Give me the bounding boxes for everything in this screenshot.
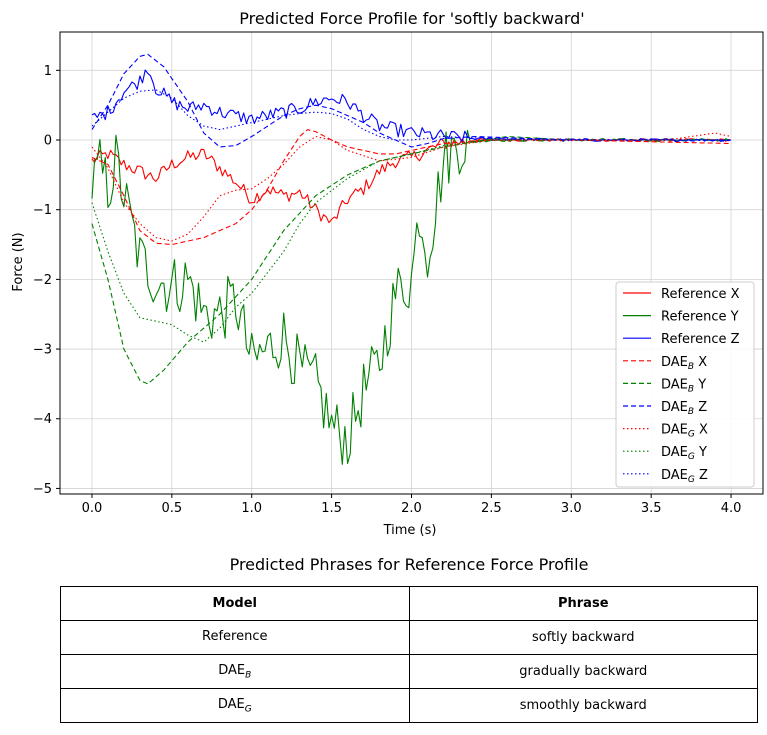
x-tick-label: 0.5	[161, 501, 182, 516]
legend-label: DAEG Y	[661, 445, 707, 462]
y-axis-label: Force (N)	[11, 232, 26, 291]
legend-label: DAEG Z	[661, 468, 708, 485]
x-tick-label: 4.0	[721, 501, 742, 516]
force-profile-chart: Predicted Force Profile for 'softly back…	[11, 9, 764, 538]
model-cell: Reference	[60, 620, 410, 655]
table-row: DAEG smoothly backward	[60, 688, 758, 723]
series-line	[91, 89, 731, 141]
model-cell: DAEG	[60, 688, 410, 723]
x-tick-label: 0.0	[82, 501, 103, 516]
chart-title: Predicted Force Profile for 'softly back…	[239, 9, 584, 28]
y-tick-label: −1	[33, 203, 52, 218]
legend-label: Reference Z	[661, 332, 740, 347]
legend-label: Reference Y	[661, 310, 739, 325]
x-tick-label: 2.5	[481, 501, 502, 516]
x-axis-label: Time (s)	[383, 523, 437, 538]
series-lines	[91, 53, 732, 465]
axis-ticks: 0.0 0.5 1.0 1.5 2.0 2.5 3.0 3.5 4.0 1 0 −1 −2 −3 −4 −5	[33, 64, 742, 516]
predicted-phrases-table: Model Phrase Reference softly backward D…	[60, 586, 758, 723]
x-tick-label: 1.5	[321, 501, 342, 516]
legend-label: DAEG X	[661, 423, 708, 440]
series-line	[91, 132, 732, 242]
phrase-cell: softly backward	[408, 620, 758, 655]
x-tick-label: 3.0	[561, 501, 582, 516]
model-name: DAE	[217, 696, 245, 712]
series-line	[91, 69, 732, 143]
legend-label: Reference X	[661, 287, 740, 302]
model-subscript: G	[244, 704, 252, 715]
y-tick-label: −4	[33, 412, 52, 427]
y-tick-label: −3	[33, 343, 52, 358]
legend: Reference X Reference Y Reference Z DAEB X D…	[615, 281, 755, 488]
table-row: Reference softly backward	[60, 620, 758, 655]
model-subscript: B	[245, 670, 252, 681]
legend-label: DAEB Z	[661, 400, 707, 417]
y-tick-label: 0	[44, 134, 52, 149]
legend-label: DAEB X	[661, 355, 707, 372]
y-tick-label: −5	[33, 482, 52, 497]
table-header-row: Model Phrase	[60, 586, 758, 621]
header-phrase: Phrase	[408, 586, 758, 621]
series-line	[91, 129, 732, 246]
x-tick-label: 3.5	[641, 501, 662, 516]
model-name: Reference	[202, 628, 268, 644]
model-name: DAE	[218, 662, 246, 678]
phrase-cell: gradually backward	[408, 654, 758, 689]
model-cell: DAEB	[60, 654, 410, 689]
series-line	[91, 139, 731, 343]
table-title: Predicted Phrases for Reference Force Pr…	[229, 555, 589, 574]
x-tick-label: 2.0	[401, 501, 422, 516]
phrase-cell: smoothly backward	[408, 688, 758, 723]
legend-box	[615, 281, 755, 488]
y-tick-label: −2	[33, 273, 52, 288]
x-tick-label: 1.0	[241, 501, 262, 516]
header-model: Model	[60, 586, 410, 621]
y-tick-label: 1	[44, 64, 52, 79]
table-row: DAEB gradually backward	[60, 654, 758, 689]
legend-label: DAEB Y	[661, 377, 706, 394]
